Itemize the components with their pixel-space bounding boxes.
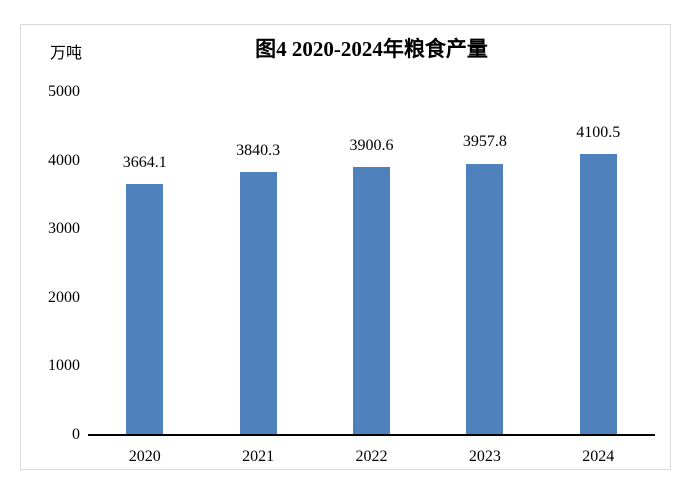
x-tick-label: 2024 [582, 448, 615, 465]
bar-value-label: 3840.3 [236, 141, 281, 159]
y-tick-label: 4000 [48, 151, 80, 169]
x-tick-label: 2022 [355, 448, 388, 465]
y-tick-label: 2000 [48, 288, 80, 306]
y-tick-label: 0 [72, 426, 80, 443]
bar-2024 [579, 153, 617, 435]
y-tick-label: 1000 [48, 357, 80, 375]
y-tick-label: 5000 [48, 83, 80, 100]
bar-value-label: 4100.5 [576, 123, 621, 141]
bar-value-label: 3957.8 [462, 133, 507, 151]
x-tick-label: 2021 [242, 448, 275, 465]
bar-value-label: 3664.1 [122, 153, 167, 171]
y-axis-unit-label: 万吨 [50, 45, 83, 62]
y-tick-label: 3000 [48, 220, 80, 238]
bar-2020 [126, 183, 164, 435]
plot-area: 3664.1 3840.3 3900.6 3957.8 4100.5 [88, 92, 655, 435]
x-tick-label: 2020 [128, 448, 161, 465]
bar-2022 [353, 167, 390, 435]
chart-title: 图4 2020-2024年粮食产量 [255, 37, 488, 61]
bar-value-label: 3900.6 [349, 137, 394, 155]
x-tick-label: 2023 [468, 448, 501, 465]
bar-2021 [239, 171, 277, 435]
x-axis-line [88, 434, 655, 436]
bar-2023 [466, 163, 504, 435]
